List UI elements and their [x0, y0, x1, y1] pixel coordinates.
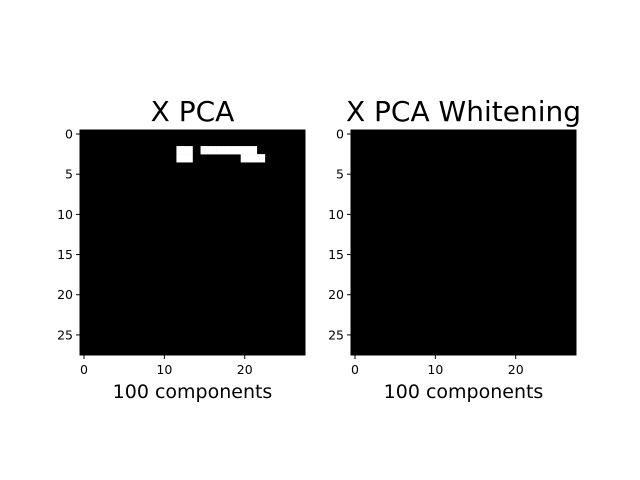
- y-tick-label: 0: [336, 127, 344, 142]
- heatmap-cell: [200, 146, 209, 155]
- x-tick-label: 20: [237, 362, 253, 377]
- y-tick-label: 20: [328, 287, 344, 302]
- heatmap-cells: [80, 130, 305, 355]
- heatmap-cell: [232, 146, 242, 155]
- x-tick-label: 10: [427, 362, 443, 377]
- panel-title: X PCA Whitening: [346, 95, 581, 128]
- heatmap-cell: [224, 146, 233, 155]
- heatmap-cell: [184, 146, 193, 155]
- heatmap-cell: [176, 146, 185, 155]
- x-axis-label: 100 components: [113, 381, 273, 403]
- heatmap-cell: [248, 154, 258, 163]
- heatmap-cell: [184, 154, 193, 163]
- heatmap-cell: [248, 146, 258, 155]
- y-tick-label: 15: [57, 247, 73, 262]
- panel-x-pca: X PCA 0 10 20 0 5 10 15 20 25 100 components: [57, 95, 306, 403]
- heatmap-cell: [176, 154, 185, 163]
- x-tick-label: 10: [156, 362, 172, 377]
- heatmap-cell: [240, 154, 250, 163]
- x-tick-label: 0: [80, 362, 88, 377]
- heatmap-cell: [216, 146, 225, 155]
- heatmap-cells: [351, 130, 576, 355]
- axis-ticks: 0 10 20 0 5 10 15 20 25: [328, 127, 524, 377]
- heatmap-background: [351, 130, 576, 355]
- panel-title: X PCA: [151, 95, 235, 128]
- y-tick-label: 15: [328, 247, 344, 262]
- y-tick-label: 25: [328, 327, 344, 342]
- y-tick-label: 5: [65, 167, 73, 182]
- y-tick-label: 10: [328, 207, 344, 222]
- x-tick-label: 0: [351, 362, 359, 377]
- heatmap-cell: [256, 154, 266, 163]
- y-tick-label: 10: [57, 207, 73, 222]
- axis-ticks: 0 10 20 0 5 10 15 20 25: [57, 127, 253, 377]
- heatmap-cell: [208, 146, 217, 155]
- axes-frame: [350, 129, 577, 356]
- y-tick-label: 5: [336, 167, 344, 182]
- axes-frame: [79, 129, 306, 356]
- heatmap-background: [80, 130, 305, 355]
- x-axis-label: 100 components: [384, 381, 544, 403]
- y-tick-label: 25: [57, 327, 73, 342]
- y-tick-label: 0: [65, 127, 73, 142]
- y-tick-label: 20: [57, 287, 73, 302]
- panel-x-pca-whitening: X PCA Whitening 0 10 20 0 5 10 15 20 25 100 comp…: [328, 95, 581, 403]
- x-tick-label: 20: [508, 362, 524, 377]
- heatmap-cell: [240, 146, 250, 155]
